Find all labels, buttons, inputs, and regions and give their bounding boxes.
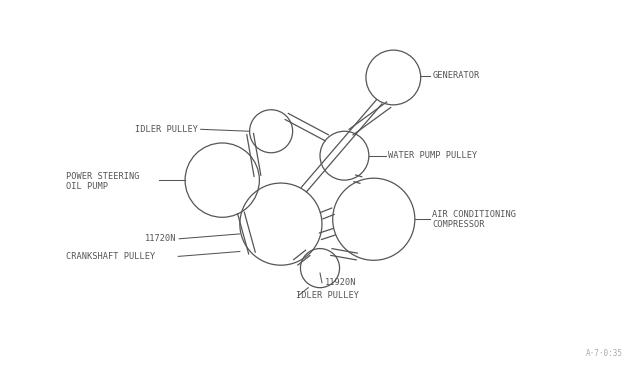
Text: IDLER PULLEY: IDLER PULLEY: [135, 125, 198, 134]
Text: COMPRESSOR: COMPRESSOR: [433, 219, 485, 229]
Text: CRANKSHAFT PULLEY: CRANKSHAFT PULLEY: [66, 252, 155, 261]
Text: 11720N: 11720N: [145, 234, 176, 243]
Text: OIL PUMP: OIL PUMP: [66, 182, 108, 190]
Text: 11920N: 11920N: [325, 278, 356, 287]
Text: A·7·0:35: A·7·0:35: [586, 349, 623, 358]
Text: WATER PUMP PULLEY: WATER PUMP PULLEY: [388, 151, 477, 160]
Text: POWER STEERING: POWER STEERING: [66, 172, 140, 181]
Text: AIR CONDITIONING: AIR CONDITIONING: [433, 210, 516, 219]
Text: GENERATOR: GENERATOR: [433, 71, 479, 80]
Text: IDLER PULLEY: IDLER PULLEY: [296, 291, 358, 300]
